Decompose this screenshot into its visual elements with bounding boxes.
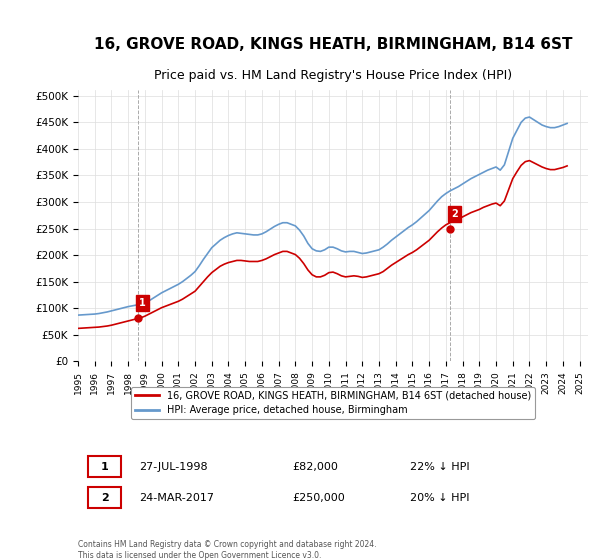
Text: 20% ↓ HPI: 20% ↓ HPI (409, 493, 469, 503)
Text: 1: 1 (139, 298, 146, 308)
Text: 2: 2 (451, 209, 458, 219)
Text: 16, GROVE ROAD, KINGS HEATH, BIRMINGHAM, B14 6ST: 16, GROVE ROAD, KINGS HEATH, BIRMINGHAM,… (94, 38, 572, 53)
Text: 24-MAR-2017: 24-MAR-2017 (139, 493, 214, 503)
Text: 1: 1 (101, 461, 109, 472)
Text: 27-JUL-1998: 27-JUL-1998 (139, 461, 208, 472)
Legend: 16, GROVE ROAD, KINGS HEATH, BIRMINGHAM, B14 6ST (detached house), HPI: Average : 16, GROVE ROAD, KINGS HEATH, BIRMINGHAM,… (131, 386, 535, 419)
FancyBboxPatch shape (88, 487, 121, 508)
Text: 22% ↓ HPI: 22% ↓ HPI (409, 461, 469, 472)
Text: Price paid vs. HM Land Registry's House Price Index (HPI): Price paid vs. HM Land Registry's House … (154, 69, 512, 82)
Text: £250,000: £250,000 (292, 493, 345, 503)
Text: Contains HM Land Registry data © Crown copyright and database right 2024.
This d: Contains HM Land Registry data © Crown c… (78, 540, 377, 560)
FancyBboxPatch shape (88, 456, 121, 477)
Text: 2: 2 (101, 493, 109, 503)
Text: £82,000: £82,000 (292, 461, 338, 472)
